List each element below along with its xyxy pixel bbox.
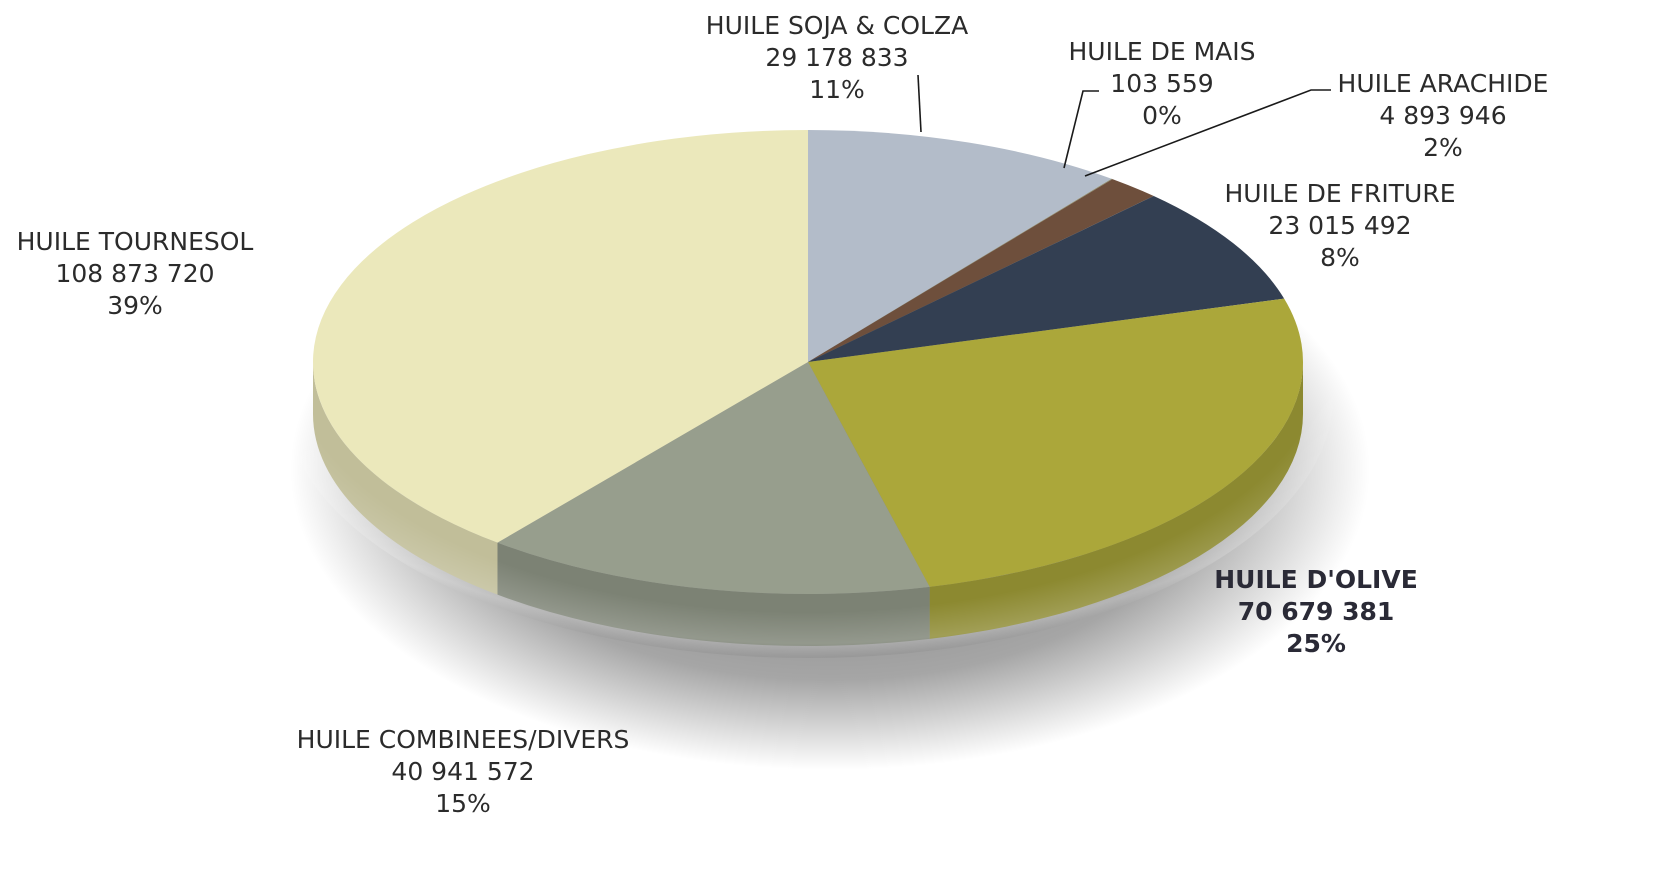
pie-bevel	[283, 134, 1333, 658]
slice-label-name: HUILE D'OLIVE	[1214, 565, 1418, 594]
slice-label-name: HUILE ARACHIDE	[1338, 69, 1549, 98]
slice-label-name: HUILE SOJA & COLZA	[706, 11, 968, 40]
leader-line	[1084, 89, 1331, 177]
slice-label-value: 23 015 492	[1268, 211, 1411, 240]
leader-line	[1063, 90, 1099, 169]
slice-labels: HUILE SOJA & COLZA 29 178 833 11% HUILE DE …	[17, 11, 1549, 818]
slice-label-percent: 2%	[1423, 133, 1463, 162]
slice-label-value: 108 873 720	[55, 259, 214, 288]
slice-label-percent: 8%	[1320, 243, 1360, 272]
slice-label-value: 70 679 381	[1238, 597, 1395, 626]
slice-label-name: HUILE DE FRITURE	[1225, 179, 1456, 208]
slice-label-value: 29 178 833	[765, 43, 908, 72]
slice-label-percent: 11%	[809, 75, 865, 104]
slice-label-name: HUILE COMBINEES/DIVERS	[297, 725, 630, 754]
slice-label-percent: 39%	[107, 291, 163, 320]
leader-lines	[917, 74, 1331, 177]
slice-label-value: 40 941 572	[391, 757, 534, 786]
slice-label-percent: 25%	[1286, 629, 1346, 658]
slice-label-value: 4 893 946	[1379, 101, 1506, 130]
slice-label-name: HUILE TOURNESOL	[17, 227, 254, 256]
slice-label-percent: 0%	[1142, 101, 1182, 130]
slice-label-name: HUILE DE MAIS	[1068, 37, 1255, 66]
slice-label-percent: 15%	[435, 789, 491, 818]
slice-label-value: 103 559	[1110, 69, 1213, 98]
leader-line	[917, 74, 922, 133]
